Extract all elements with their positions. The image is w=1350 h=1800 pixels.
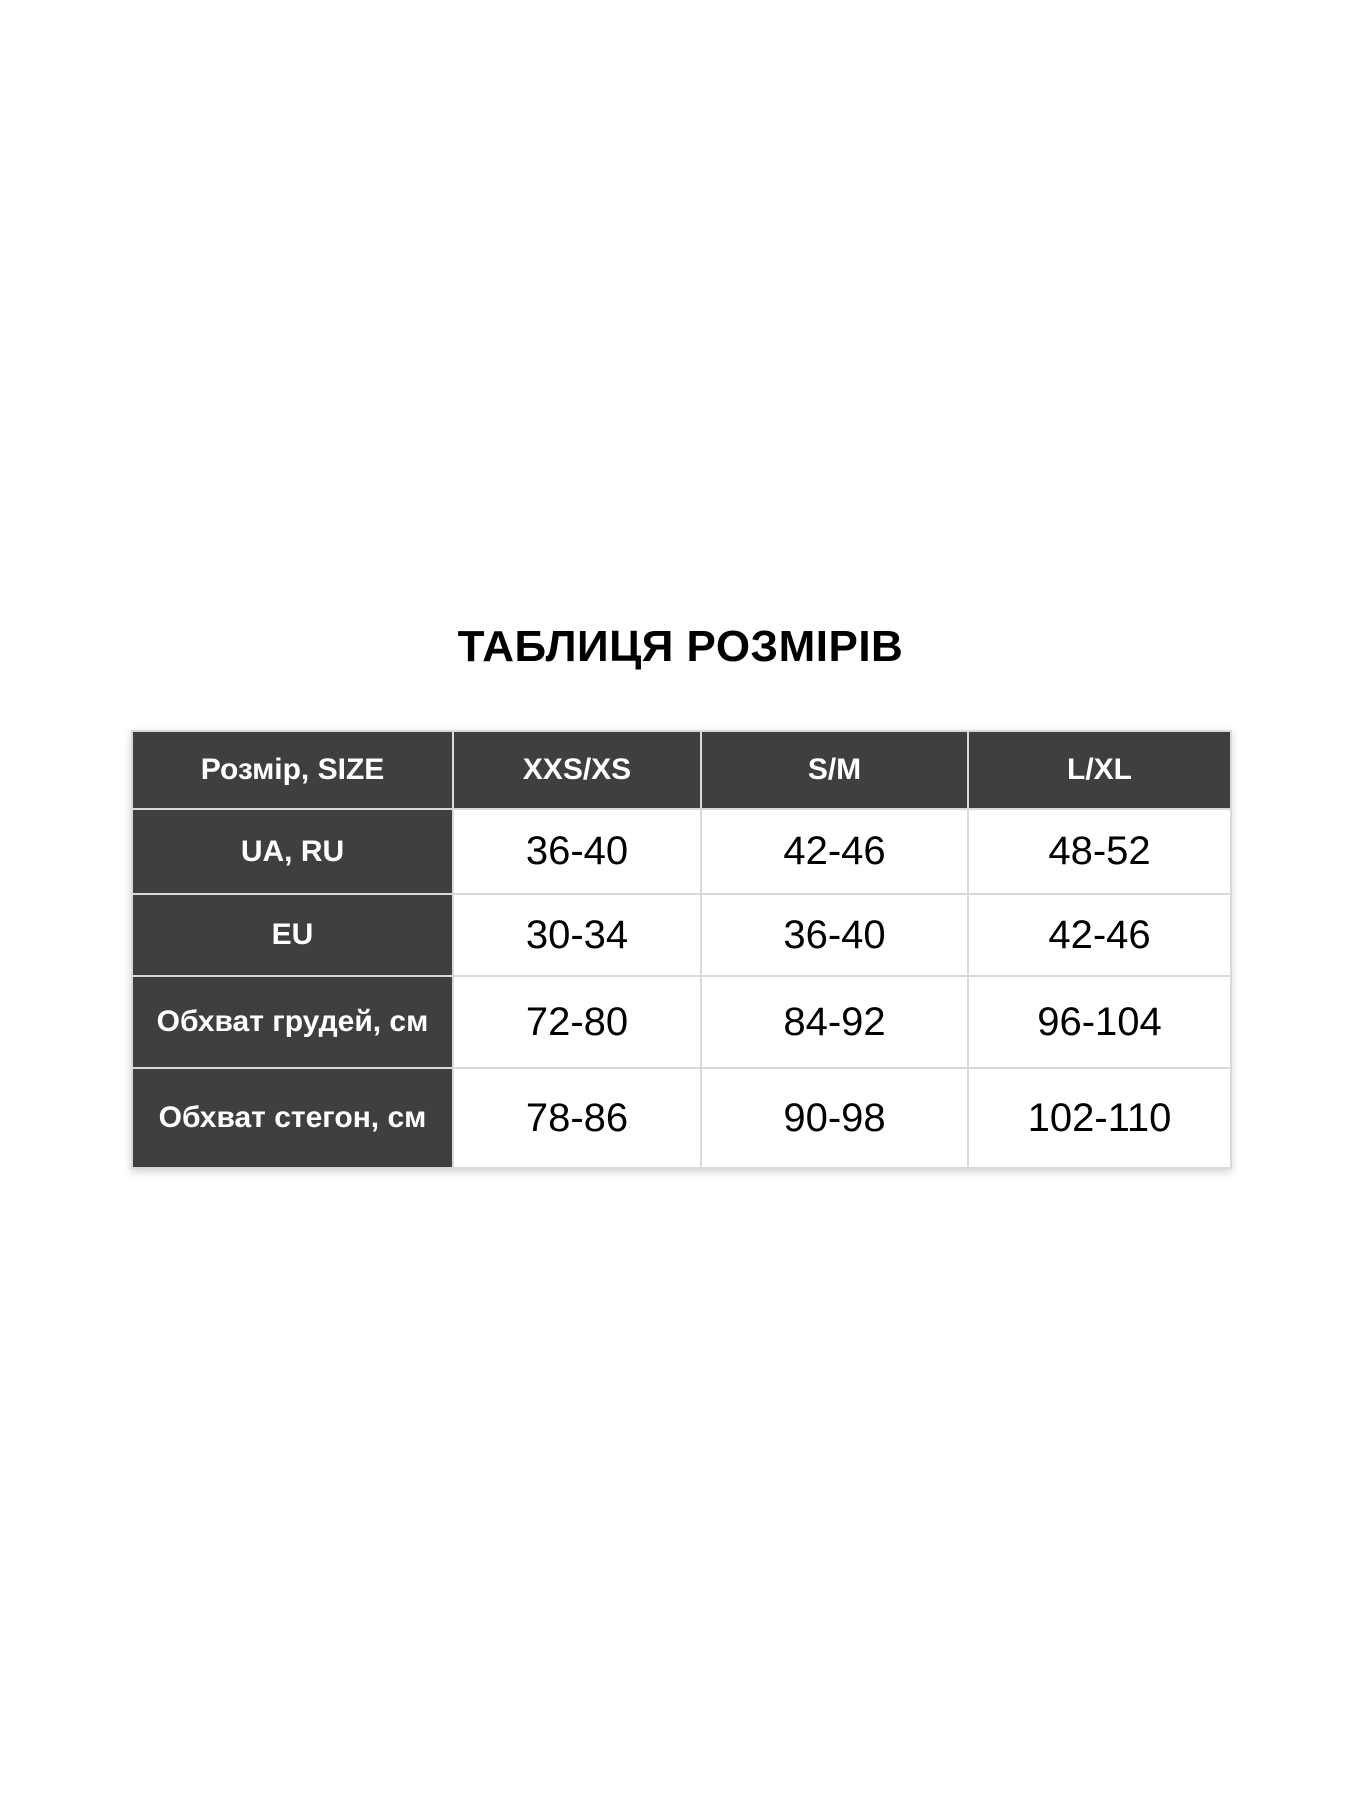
row-label-cell: EU	[131, 893, 454, 977]
table-row-hips: Обхват стегон, см 78-86 90-98 102-110	[131, 1067, 1232, 1169]
header-cell-l-xl: L/XL	[967, 730, 1232, 810]
size-value-cell: 78-86	[452, 1067, 702, 1169]
size-value-cell: 36-40	[452, 808, 702, 895]
size-value-cell: 84-92	[700, 975, 969, 1069]
size-value-cell: 36-40	[700, 893, 969, 977]
row-label-cell: UA, RU	[131, 808, 454, 895]
size-value-cell: 72-80	[452, 975, 702, 1069]
size-value-cell: 42-46	[700, 808, 969, 895]
size-value-cell: 30-34	[452, 893, 702, 977]
size-value-cell: 48-52	[967, 808, 1232, 895]
table-header-row: Розмір, SIZE XXS/XS S/M L/XL	[131, 730, 1232, 810]
size-value-cell: 42-46	[967, 893, 1232, 977]
header-cell-s-m: S/M	[700, 730, 969, 810]
page-title: ТАБЛИЦЯ РОЗМІРІВ	[457, 622, 904, 671]
size-table: Розмір, SIZE XXS/XS S/M L/XL UA, RU 36-4…	[131, 730, 1232, 1169]
header-cell-size-label: Розмір, SIZE	[131, 730, 454, 810]
table-row-eu: EU 30-34 36-40 42-46	[131, 893, 1232, 977]
row-label-cell: Обхват грудей, см	[131, 975, 454, 1069]
size-value-cell: 102-110	[967, 1067, 1232, 1169]
table-row-ua-ru: UA, RU 36-40 42-46 48-52	[131, 808, 1232, 895]
size-value-cell: 96-104	[967, 975, 1232, 1069]
row-label-cell: Обхват стегон, см	[131, 1067, 454, 1169]
size-value-cell: 90-98	[700, 1067, 969, 1169]
table-row-chest: Обхват грудей, см 72-80 84-92 96-104	[131, 975, 1232, 1069]
header-cell-xxs-xs: XXS/XS	[452, 730, 702, 810]
